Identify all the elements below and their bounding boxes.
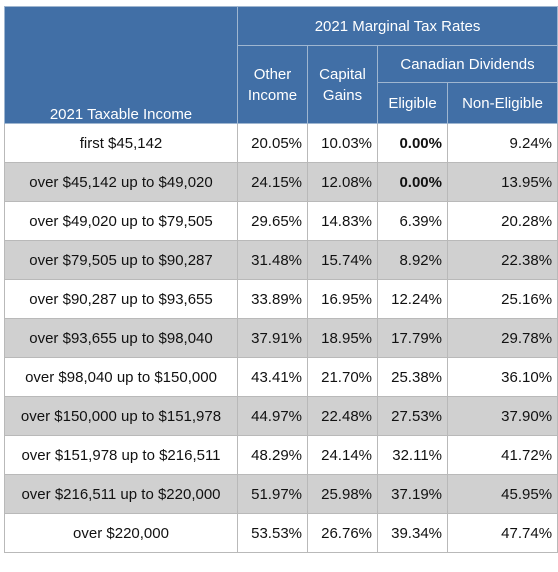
cell-eligible-dividend-rate: 0.00% xyxy=(377,123,448,163)
cell-other-income-rate: 31.48% xyxy=(237,240,308,280)
header-other-income: Other Income xyxy=(237,45,308,124)
marginal-tax-rates-table: 2021 Taxable Income 2021 Marginal Tax Ra… xyxy=(4,6,558,553)
table-header: 2021 Taxable Income 2021 Marginal Tax Ra… xyxy=(4,6,558,124)
cell-non-eligible-dividend-rate: 41.72% xyxy=(446,435,558,475)
cell-other-income-rate: 43.41% xyxy=(237,357,308,397)
table-row: first $45,142 20.05% 10.03% 0.00% 9.24% xyxy=(4,123,558,163)
cell-non-eligible-dividend-rate: 37.90% xyxy=(446,396,558,436)
cell-non-eligible-dividend-rate: 36.10% xyxy=(446,357,558,397)
header-capital-gains-line2: Gains xyxy=(322,86,363,104)
cell-capital-gains-rate: 21.70% xyxy=(307,357,378,397)
cell-other-income-rate: 44.97% xyxy=(237,396,308,436)
cell-capital-gains-rate: 18.95% xyxy=(307,318,378,358)
cell-non-eligible-dividend-rate: 13.95% xyxy=(446,162,558,202)
cell-capital-gains-rate: 15.74% xyxy=(307,240,378,280)
cell-other-income-rate: 29.65% xyxy=(237,201,308,241)
table-row: over $98,040 up to $150,000 43.41% 21.70… xyxy=(4,357,558,397)
cell-other-income-rate: 53.53% xyxy=(237,513,308,553)
cell-other-income-rate: 37.91% xyxy=(237,318,308,358)
cell-income-bracket: over $98,040 up to $150,000 xyxy=(4,357,238,397)
cell-income-bracket: over $45,142 up to $49,020 xyxy=(4,162,238,202)
cell-income-bracket: over $216,511 up to $220,000 xyxy=(4,474,238,514)
cell-capital-gains-rate: 22.48% xyxy=(307,396,378,436)
cell-income-bracket: over $151,978 up to $216,511 xyxy=(4,435,238,475)
cell-income-bracket: over $49,020 up to $79,505 xyxy=(4,201,238,241)
table-row: over $216,511 up to $220,000 51.97% 25.9… xyxy=(4,474,558,514)
header-capital-gains: Capital Gains xyxy=(307,45,378,124)
cell-other-income-rate: 20.05% xyxy=(237,123,308,163)
cell-income-bracket: over $150,000 up to $151,978 xyxy=(4,396,238,436)
table-row: over $45,142 up to $49,020 24.15% 12.08%… xyxy=(4,162,558,202)
cell-non-eligible-dividend-rate: 20.28% xyxy=(446,201,558,241)
cell-eligible-dividend-rate: 17.79% xyxy=(377,318,448,358)
cell-other-income-rate: 51.97% xyxy=(237,474,308,514)
cell-eligible-dividend-rate: 27.53% xyxy=(377,396,448,436)
cell-non-eligible-dividend-rate: 25.16% xyxy=(446,279,558,319)
table-row: over $220,000 53.53% 26.76% 39.34% 47.74… xyxy=(4,513,558,553)
cell-income-bracket: first $45,142 xyxy=(4,123,238,163)
header-eligible: Eligible xyxy=(377,82,448,124)
table-row: over $150,000 up to $151,978 44.97% 22.4… xyxy=(4,396,558,436)
cell-eligible-dividend-rate: 0.00% xyxy=(377,162,448,202)
cell-capital-gains-rate: 16.95% xyxy=(307,279,378,319)
cell-eligible-dividend-rate: 39.34% xyxy=(377,513,448,553)
header-marginal-rates-group: 2021 Marginal Tax Rates xyxy=(236,6,558,46)
header-canadian-dividends: Canadian Dividends xyxy=(376,45,558,83)
cell-eligible-dividend-rate: 6.39% xyxy=(377,201,448,241)
cell-non-eligible-dividend-rate: 29.78% xyxy=(446,318,558,358)
cell-capital-gains-rate: 12.08% xyxy=(307,162,378,202)
cell-capital-gains-rate: 14.83% xyxy=(307,201,378,241)
cell-other-income-rate: 33.89% xyxy=(237,279,308,319)
cell-non-eligible-dividend-rate: 47.74% xyxy=(446,513,558,553)
cell-capital-gains-rate: 10.03% xyxy=(307,123,378,163)
header-capital-gains-line1: Capital xyxy=(319,65,366,83)
cell-eligible-dividend-rate: 25.38% xyxy=(377,357,448,397)
cell-eligible-dividend-rate: 37.19% xyxy=(377,474,448,514)
table-row: over $90,287 up to $93,655 33.89% 16.95%… xyxy=(4,279,558,319)
cell-capital-gains-rate: 24.14% xyxy=(307,435,378,475)
cell-income-bracket: over $79,505 up to $90,287 xyxy=(4,240,238,280)
cell-capital-gains-rate: 26.76% xyxy=(307,513,378,553)
table-row: over $151,978 up to $216,511 48.29% 24.1… xyxy=(4,435,558,475)
header-other-income-line1: Other xyxy=(253,65,292,83)
header-other-income-line2: Income xyxy=(247,86,298,104)
cell-income-bracket: over $220,000 xyxy=(4,513,238,553)
cell-income-bracket: over $90,287 up to $93,655 xyxy=(4,279,238,319)
table-row: over $93,655 up to $98,040 37.91% 18.95%… xyxy=(4,318,558,358)
cell-other-income-rate: 48.29% xyxy=(237,435,308,475)
cell-non-eligible-dividend-rate: 45.95% xyxy=(446,474,558,514)
cell-eligible-dividend-rate: 12.24% xyxy=(377,279,448,319)
cell-non-eligible-dividend-rate: 22.38% xyxy=(446,240,558,280)
cell-non-eligible-dividend-rate: 9.24% xyxy=(446,123,558,163)
cell-income-bracket: over $93,655 up to $98,040 xyxy=(4,318,238,358)
table-row: over $49,020 up to $79,505 29.65% 14.83%… xyxy=(4,201,558,241)
table-row: over $79,505 up to $90,287 31.48% 15.74%… xyxy=(4,240,558,280)
header-non-eligible: Non-Eligible xyxy=(446,82,558,124)
table-body: first $45,142 20.05% 10.03% 0.00% 9.24% … xyxy=(4,123,558,553)
header-taxable-income: 2021 Taxable Income xyxy=(4,6,238,124)
cell-other-income-rate: 24.15% xyxy=(237,162,308,202)
cell-eligible-dividend-rate: 32.11% xyxy=(377,435,448,475)
cell-capital-gains-rate: 25.98% xyxy=(307,474,378,514)
cell-eligible-dividend-rate: 8.92% xyxy=(377,240,448,280)
